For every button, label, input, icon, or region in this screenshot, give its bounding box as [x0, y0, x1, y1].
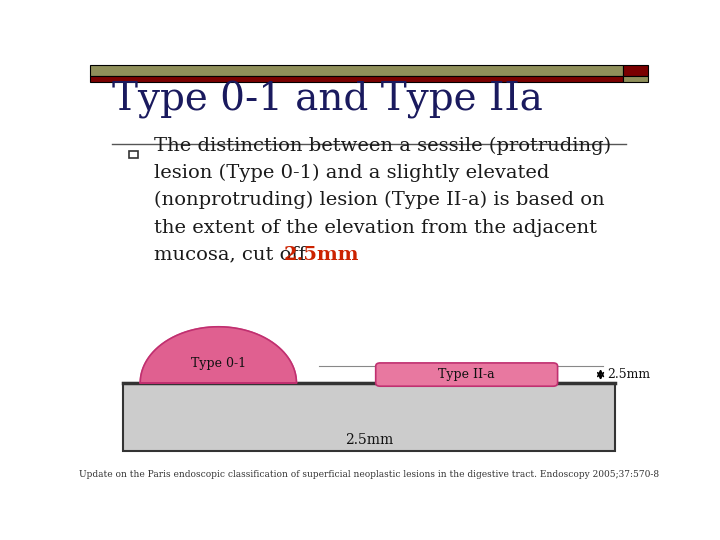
Bar — [90, 77, 623, 82]
Polygon shape — [140, 327, 297, 383]
Bar — [124, 383, 615, 451]
Bar — [129, 151, 138, 158]
Text: mucosa, cut off: mucosa, cut off — [154, 246, 312, 264]
Text: lesion (Type 0-1) and a slightly elevated: lesion (Type 0-1) and a slightly elevate… — [154, 164, 549, 183]
Text: Type II-a: Type II-a — [438, 368, 495, 381]
Text: Update on the Paris endoscopic classification of superficial neoplastic lesions : Update on the Paris endoscopic classific… — [79, 469, 659, 478]
Text: Type 0-1: Type 0-1 — [191, 357, 246, 370]
Bar — [623, 65, 648, 77]
Text: 2.5mm: 2.5mm — [345, 433, 393, 447]
Bar — [90, 65, 623, 77]
FancyBboxPatch shape — [376, 363, 557, 386]
Text: The distinction between a sessile (protruding): The distinction between a sessile (protr… — [154, 137, 611, 156]
Text: the extent of the elevation from the adjacent: the extent of the elevation from the adj… — [154, 219, 597, 237]
Text: Type 0-1 and Type IIa: Type 0-1 and Type IIa — [112, 81, 543, 119]
Text: 2.5mm: 2.5mm — [284, 246, 359, 264]
Text: 2.5mm: 2.5mm — [607, 368, 650, 381]
Text: (nonprotruding) lesion (Type II-a) is based on: (nonprotruding) lesion (Type II-a) is ba… — [154, 191, 605, 210]
Bar — [623, 77, 648, 82]
